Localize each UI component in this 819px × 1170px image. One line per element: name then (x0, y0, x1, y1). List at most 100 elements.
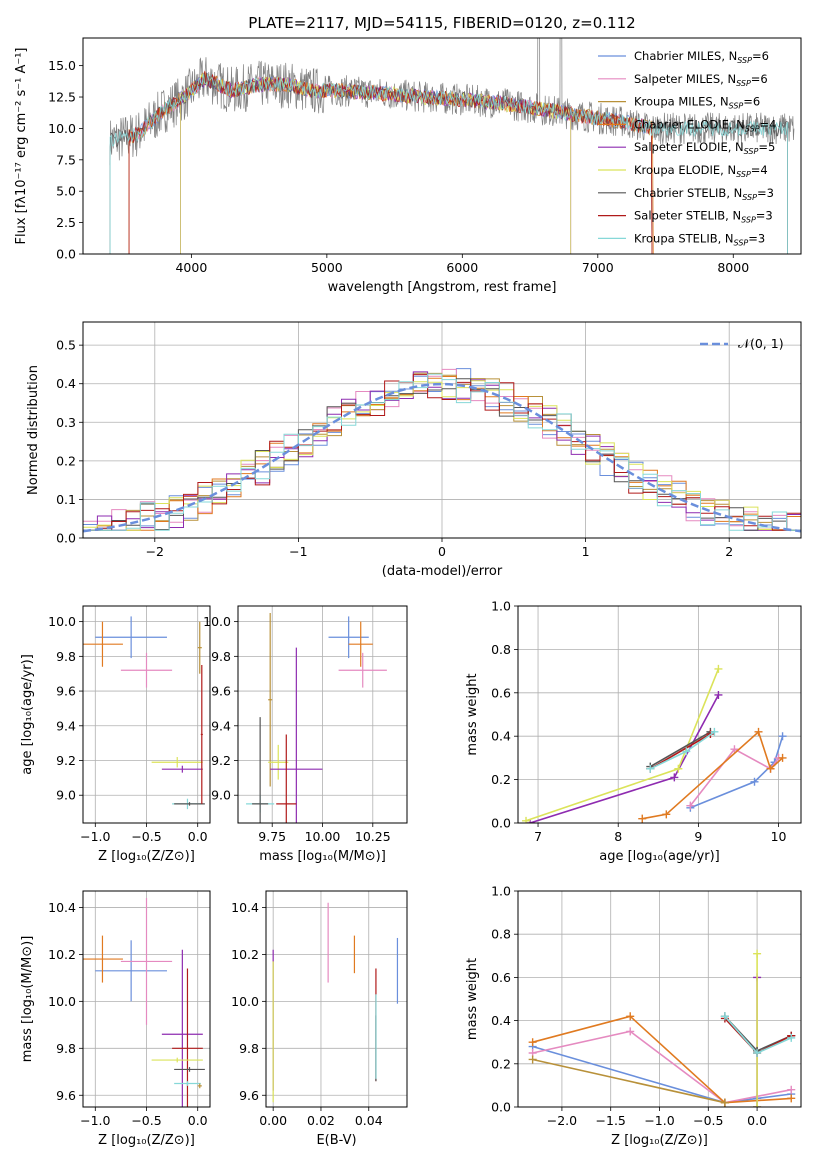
age_vs_Z-panel: −1.0 −0.5 0.0 9.0 9.2 9.4 9.6 9.8 10.0 Z [log₁₀(Z… (20, 605, 211, 864)
mass-weight-line (690, 735, 784, 809)
residual-histogram-line (83, 374, 801, 531)
mass_vs_ebv-xtick-label: 0.00 (259, 1113, 287, 1128)
mass_vs_ebv-plot-area (272, 902, 399, 1103)
legend-label: Chabrier ELODIE, NSSP=4 (634, 117, 776, 133)
age_vs_Z-frame (82, 605, 211, 824)
weight_vs_Z-ylabel: mass weight (465, 958, 480, 1040)
weight_vs_Z-ytick-label: 1.0 (491, 884, 511, 899)
residuals-xlabel: (data-model)/error (382, 564, 503, 579)
age_vs_mass-xtick-label: 10.25 (355, 829, 391, 844)
mass-weight-line (649, 731, 711, 768)
legend-label: Kroupa MILES, NSSP=6 (634, 95, 760, 111)
mass-weight-marker (670, 773, 679, 782)
mass_vs_Z-xlabel: Z [log₁₀(Z/Z⊙)] (98, 1133, 195, 1148)
age_vs_mass-xtick-label: 9.75 (258, 829, 286, 844)
spectrum-ytick-label: 2.5 (56, 215, 76, 230)
mass-weight-marker (626, 1027, 635, 1036)
mass_vs_ebv-ytick-label: 10.2 (231, 947, 259, 962)
spectrum-xtick-label: 5000 (311, 260, 343, 275)
mass_vs_Z-ylabel: mass [log₁₀(M/M⊙)] (20, 936, 35, 1063)
weight_vs_age-ytick-label: 0.0 (491, 816, 511, 831)
mass-weight-marker (714, 664, 723, 673)
weight_vs_age-xtick-label: 10 (771, 829, 787, 844)
mass_vs_ebv-xlabel: E(B-V) (316, 1133, 356, 1148)
mass-weight-line (532, 1058, 726, 1104)
mass_vs_ebv-ytick-label: 9.6 (239, 1088, 259, 1103)
age_vs_mass-ytick-label: 10.0 (203, 614, 231, 629)
legend-label: Salpeter STELIB, NSSP=3 (634, 209, 773, 225)
mass_vs_Z-panel: −1.0 −0.5 0.0 9.6 9.8 10.0 10.2 10.4 Z [log₁₀(Z/… (20, 890, 211, 1148)
residuals-ytick-label: 0.0 (56, 531, 76, 546)
weight_vs_Z-xtick-label: 0.0 (747, 1113, 767, 1128)
mass_vs_ebv-xtick-label: 0.02 (307, 1113, 335, 1128)
age_vs_Z-ytick-label: 9.0 (56, 788, 76, 803)
mass-weight-line (724, 1015, 792, 1054)
residuals-frame (82, 321, 802, 539)
spectrum-plot-area (109, 38, 795, 254)
weight_vs_age-xtick-label: 8 (614, 829, 622, 844)
legend-label: Chabrier STELIB, NSSP=3 (634, 186, 774, 202)
age_vs_Z-ylabel: age [log₁₀(age/yr)] (20, 654, 35, 775)
mass-weight-marker (686, 801, 695, 810)
normal-curve-line (83, 382, 801, 533)
mass-weight-marker (626, 1012, 635, 1021)
weight_vs_Z-ytick-label: 0.2 (491, 1056, 511, 1071)
weight_vs_Z-plot-area (528, 949, 796, 1107)
age_vs_Z-ytick-label: 9.2 (56, 753, 76, 768)
legend-label: Chabrier MILES, NSSP=6 (634, 49, 769, 65)
spectrum-frame (82, 37, 802, 255)
mass-weight-line (532, 1030, 792, 1104)
weight_vs_age-xlabel: age [log₁₀(age/yr)] (599, 849, 720, 864)
mass-weight-line (724, 1017, 792, 1054)
legend-label: 𝒩(0, 1) (738, 336, 784, 351)
age_vs_mass-xtick-label: 10.00 (305, 829, 341, 844)
residuals-ytick-label: 0.4 (56, 376, 76, 391)
mass-weight-marker (714, 690, 723, 699)
residuals-xtick-label: 1 (582, 544, 590, 559)
weight_vs_age-ytick-label: 0.4 (491, 729, 511, 744)
mass_vs_ebv-ytick-label: 9.8 (239, 1041, 259, 1056)
residual-histogram-line (83, 380, 801, 531)
weight_vs_age-plot-area (522, 664, 787, 823)
weight_vs_age-xtick-label: 7 (534, 829, 542, 844)
legend-label: Kroupa STELIB, NSSP=3 (634, 231, 765, 247)
residuals-ytick-label: 0.3 (56, 415, 76, 430)
age_vs_Z-xtick-label: 0.0 (188, 829, 208, 844)
mass_vs_Z-xtick-label: 0.0 (188, 1113, 208, 1128)
residual-histogram-line (83, 371, 801, 531)
mass-weight-marker (766, 764, 775, 773)
mass-weight-marker (674, 764, 683, 773)
mass_vs_Z-xtick-label: −1.0 (80, 1113, 110, 1128)
residual-histogram-line (83, 378, 801, 531)
spectrum-xtick-label: 6000 (446, 260, 478, 275)
age_vs_mass-panel: 9.75 10.00 10.25 9.0 9.2 9.4 9.6 9.8 10.0 mass [l… (203, 605, 408, 864)
residuals-xtick-label: 2 (725, 544, 733, 559)
spectrum-ytick-label: 7.5 (56, 152, 76, 167)
age_vs_Z-xlabel: Z [log₁₀(Z/Z⊙)] (98, 849, 195, 864)
spectrum-ytick-label: 15.0 (48, 58, 76, 73)
mass-weight-line (532, 1015, 792, 1104)
mass_vs_ebv-xtick-label: 0.04 (355, 1113, 383, 1128)
mass-weight-marker (638, 814, 647, 823)
mass-weight-marker (778, 753, 787, 762)
residuals-plot-area (83, 368, 801, 533)
mass-weight-marker (787, 1094, 796, 1103)
mass-weight-marker (646, 764, 655, 773)
mass-weight-marker (753, 949, 762, 958)
spectrum-ylabel: Flux [fλ10⁻¹⁷ erg cm⁻² s⁻¹ A⁻¹] (14, 48, 29, 245)
mass_vs_Z-ytick-label: 10.0 (48, 994, 76, 1009)
mass-weight-marker (528, 1055, 537, 1064)
mass-weight-marker (720, 1098, 729, 1107)
weight_vs_age-frame (517, 605, 802, 824)
residual-histogram-line (83, 373, 801, 531)
age_vs_Z-plot-area (83, 616, 205, 810)
age_vs_Z-ytick-label: 9.8 (56, 649, 76, 664)
age_vs_mass-ytick-label: 9.8 (211, 649, 231, 664)
mass_vs_Z-ytick-label: 9.8 (56, 1041, 76, 1056)
age_vs_Z-ytick-label: 9.6 (56, 684, 76, 699)
spectrum-xtick-label: 4000 (175, 260, 207, 275)
mass-weight-marker (710, 727, 719, 736)
mass-weight-marker (754, 727, 763, 736)
weight_vs_Z-ytick-label: 0.0 (491, 1100, 511, 1115)
